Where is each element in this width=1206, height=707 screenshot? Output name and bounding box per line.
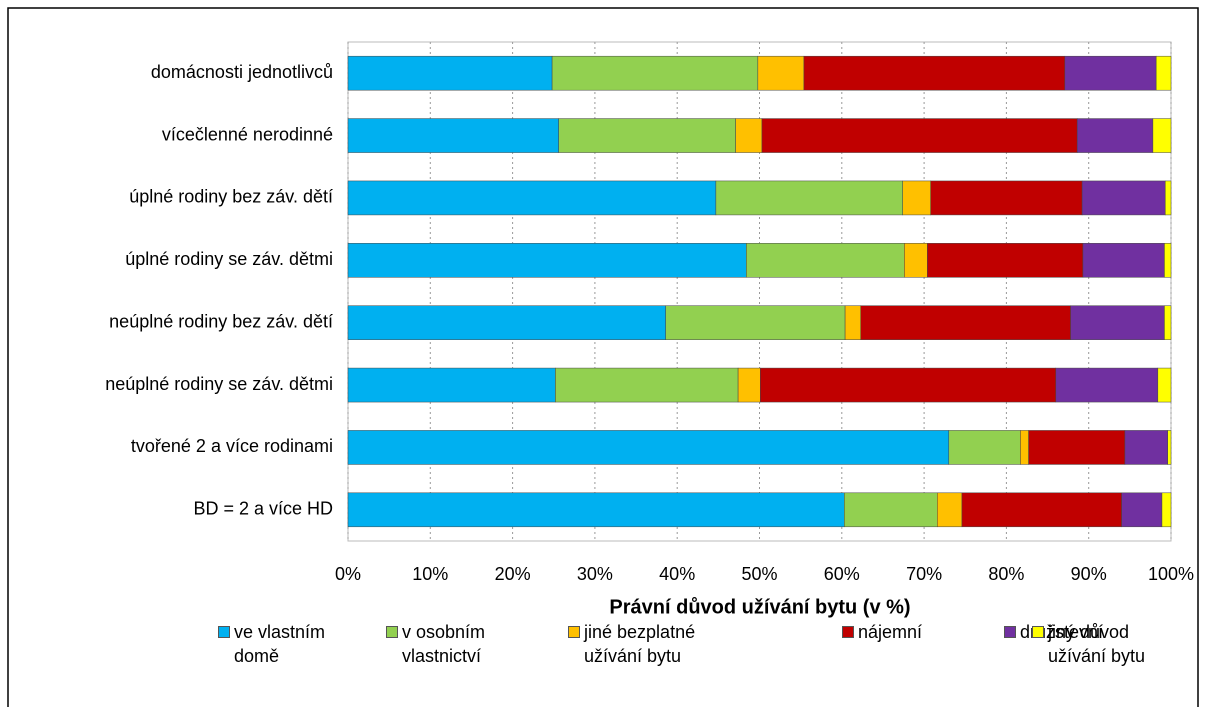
bar-segment (803, 55, 1066, 91)
bar-segment (1081, 180, 1166, 216)
x-tick-label: 100% (1148, 564, 1194, 584)
bar-segment (347, 492, 845, 528)
legend-label: v osobním vlastnictví (402, 622, 486, 666)
legend-item: jiné bezplatné užívání bytu (568, 620, 724, 668)
y-tick-label: tvořené 2 a více rodinami (131, 436, 333, 456)
legend-swatch (386, 626, 398, 638)
bar-segment (1161, 492, 1172, 528)
y-tick-label: neúplné rodiny bez záv. dětí (109, 311, 333, 331)
y-tick-label: vícečlenné nerodinné (162, 124, 333, 144)
bar-segment (1157, 367, 1172, 403)
x-tick-label: 20% (495, 564, 531, 584)
legend-label: ve vlastním domě (234, 622, 326, 666)
bar-segment (1164, 180, 1172, 216)
y-tick-label: úplné rodiny bez záv. dětí (129, 187, 333, 207)
bar-segment (737, 367, 761, 403)
x-tick-label: 30% (577, 564, 613, 584)
bar-segment (844, 305, 861, 340)
bar-segment (1152, 118, 1172, 153)
x-tick-label: 70% (906, 564, 942, 584)
legend-item: jiný důvod užívání bytu (1032, 620, 1178, 668)
bar-segment (347, 305, 666, 340)
y-tick-label: úplné rodiny se záv. dětmi (125, 249, 333, 269)
bar-segment (937, 492, 963, 528)
bar-segment (904, 243, 928, 278)
legend-swatch (568, 626, 580, 638)
bar-segment (1121, 492, 1163, 528)
y-tick-label: domácnosti jednotlivců (151, 62, 333, 82)
bar-segment (347, 367, 556, 403)
bar-segment (1064, 55, 1157, 91)
bar-segment (746, 243, 905, 278)
bar-segment (1164, 305, 1172, 340)
legend-label: jiné bezplatné užívání bytu (584, 622, 696, 666)
bar-segment (735, 118, 763, 153)
x-axis-title: Právní důvod užívání bytu (v %) (609, 596, 910, 618)
bar-segment (761, 118, 1078, 153)
bar-segment (930, 180, 1083, 216)
bar-segment (948, 430, 1021, 465)
chart-frame (7, 7, 1199, 707)
y-tick-label: BD = 2 a více HD (193, 499, 333, 519)
bar-segment (715, 180, 903, 216)
x-tick-label: 50% (741, 564, 777, 584)
bar-segment (1164, 243, 1172, 278)
legend-item: v osobním vlastnictví (386, 620, 527, 668)
x-tick-label: 90% (1071, 564, 1107, 584)
bar-segment (558, 118, 736, 153)
legend-swatch (218, 626, 230, 638)
legend-swatch (1004, 626, 1016, 638)
legend-swatch (842, 626, 854, 638)
bar-segment (1155, 55, 1172, 91)
bar-segment (347, 55, 553, 91)
x-tick-label: 10% (412, 564, 448, 584)
legend-label: nájemní (858, 622, 923, 642)
x-tick-label: 60% (824, 564, 860, 584)
bar-segment (1076, 118, 1154, 153)
bar-segment (1167, 430, 1172, 465)
bar-segment (1082, 243, 1165, 278)
legend-swatch (1032, 626, 1044, 638)
bar-segment (347, 430, 950, 465)
bar-segment (555, 367, 739, 403)
bar-segment (1124, 430, 1168, 465)
bar-segment (902, 180, 931, 216)
plot-area (347, 41, 1172, 542)
bar-segment (760, 367, 1057, 403)
legend-item: ve vlastním domě (218, 620, 344, 668)
x-tick-label: 40% (659, 564, 695, 584)
bar-segment (1028, 430, 1126, 465)
bar-segment (1055, 367, 1159, 403)
bar-segment (665, 305, 846, 340)
bar-segment (347, 243, 747, 278)
bar-segment (927, 243, 1084, 278)
bar-segment (347, 180, 717, 216)
bar-segment (551, 55, 759, 91)
bar-segment (860, 305, 1071, 340)
bar-segment (347, 118, 559, 153)
bar-segment (1070, 305, 1165, 340)
bar-segment (1020, 430, 1029, 465)
y-tick-label: neúplné rodiny se záv. dětmi (105, 374, 333, 394)
bar-segment (844, 492, 938, 528)
x-tick-label: 80% (988, 564, 1024, 584)
x-tick-label: 0% (335, 564, 361, 584)
bar-segment (757, 55, 805, 91)
legend-label: jiný důvod užívání bytu (1048, 622, 1146, 666)
legend-item: nájemní (842, 620, 968, 644)
bar-segment (961, 492, 1122, 528)
